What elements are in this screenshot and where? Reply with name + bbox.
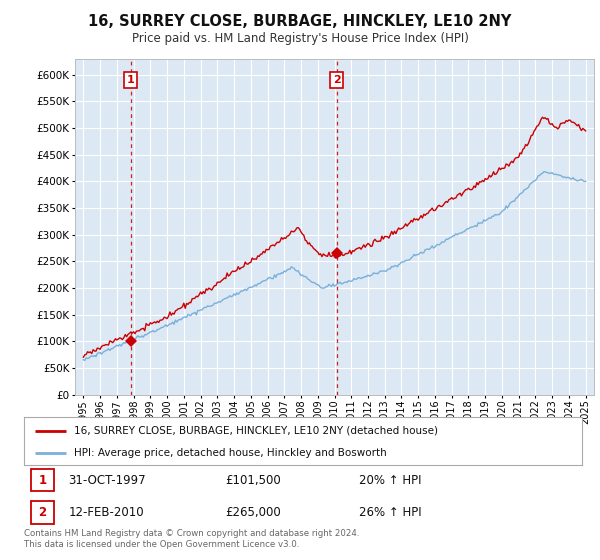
Text: 2: 2: [38, 506, 46, 519]
Text: 1: 1: [127, 75, 134, 85]
Text: Price paid vs. HM Land Registry's House Price Index (HPI): Price paid vs. HM Land Registry's House …: [131, 32, 469, 45]
Text: £101,500: £101,500: [225, 474, 281, 487]
Text: 31-OCT-1997: 31-OCT-1997: [68, 474, 146, 487]
Text: 16, SURREY CLOSE, BURBAGE, HINCKLEY, LE10 2NY (detached house): 16, SURREY CLOSE, BURBAGE, HINCKLEY, LE1…: [74, 426, 438, 436]
Text: 20% ↑ HPI: 20% ↑ HPI: [359, 474, 421, 487]
Text: HPI: Average price, detached house, Hinckley and Bosworth: HPI: Average price, detached house, Hinc…: [74, 448, 387, 458]
Text: 1: 1: [38, 474, 46, 487]
Text: £265,000: £265,000: [225, 506, 281, 519]
Text: 26% ↑ HPI: 26% ↑ HPI: [359, 506, 421, 519]
Text: Contains HM Land Registry data © Crown copyright and database right 2024.
This d: Contains HM Land Registry data © Crown c…: [24, 529, 359, 549]
FancyBboxPatch shape: [31, 501, 54, 524]
FancyBboxPatch shape: [31, 469, 54, 491]
Text: 16, SURREY CLOSE, BURBAGE, HINCKLEY, LE10 2NY: 16, SURREY CLOSE, BURBAGE, HINCKLEY, LE1…: [88, 14, 512, 29]
Text: 12-FEB-2010: 12-FEB-2010: [68, 506, 144, 519]
Text: 2: 2: [332, 75, 340, 85]
